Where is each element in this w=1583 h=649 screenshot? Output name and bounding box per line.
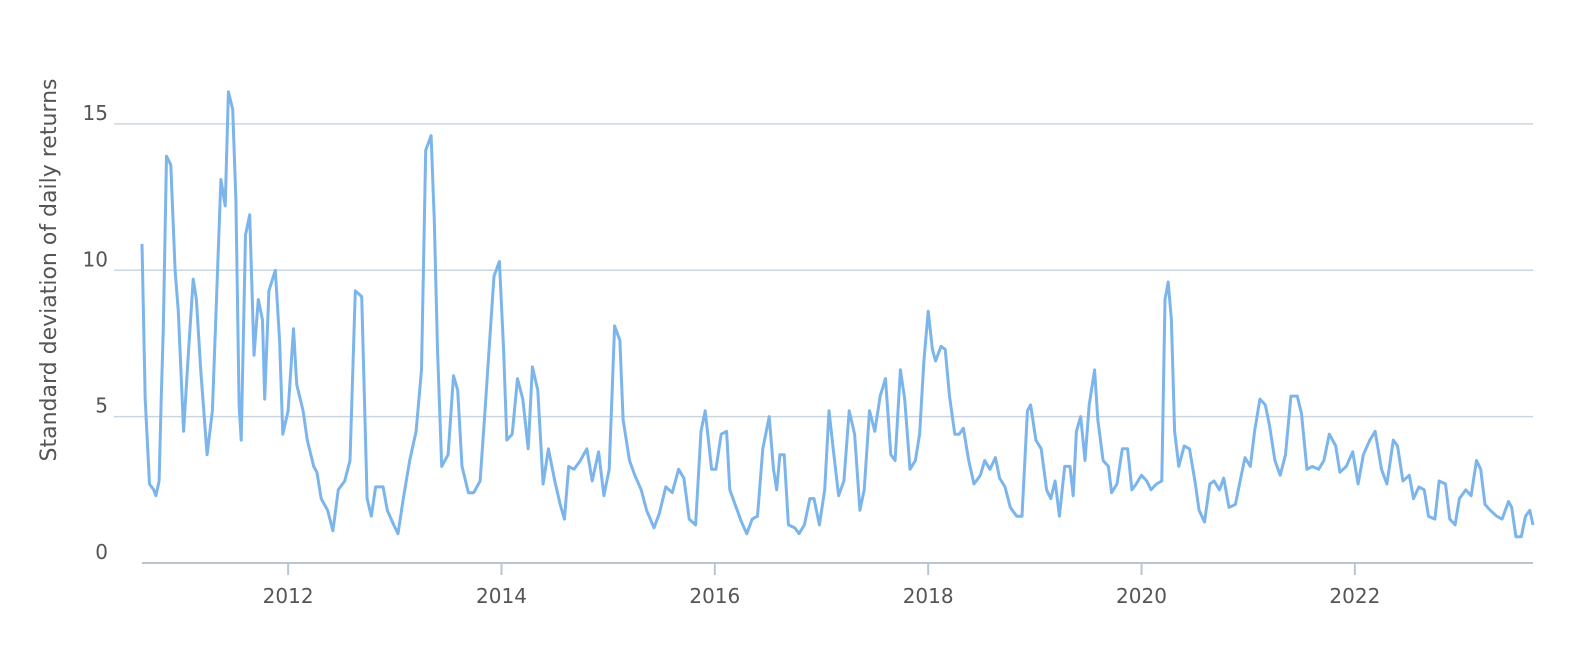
- x-tick-label: 2018: [903, 584, 954, 608]
- x-tick-label: 2016: [689, 584, 740, 608]
- x-tick-label: 2022: [1329, 584, 1380, 608]
- y-tick-label: 15: [83, 101, 108, 125]
- x-tick-label: 2012: [263, 584, 314, 608]
- y-axis-label: Standard deviation of daily returns: [37, 79, 62, 462]
- x-tick-label: 2020: [1116, 584, 1167, 608]
- x-tick-label: 2014: [476, 584, 527, 608]
- y-tick-label: 0: [95, 540, 108, 564]
- line: [140, 90, 1535, 539]
- y-tick-label: 5: [95, 394, 108, 418]
- y-tick-label: 10: [83, 247, 108, 271]
